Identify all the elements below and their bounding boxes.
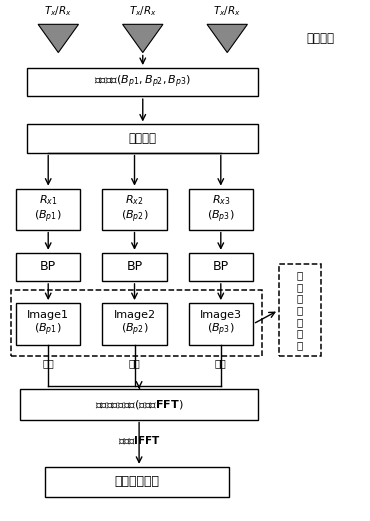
Bar: [279, 264, 321, 356]
Text: $R_{x3}$
$(B_{p3})$: $R_{x3}$ $(B_{p3})$: [207, 193, 235, 225]
Text: $T_x/R_x$: $T_x/R_x$: [213, 4, 241, 18]
Polygon shape: [38, 24, 78, 53]
Text: $T_x/R_x$: $T_x/R_x$: [129, 4, 157, 18]
Text: 波数域相干叠加(距离向$\mathbf{FFT}$): 波数域相干叠加(距离向$\mathbf{FFT}$): [95, 398, 183, 411]
Text: 脉冲压缩: 脉冲压缩: [129, 132, 157, 145]
Text: Image2
$(B_{p2})$: Image2 $(B_{p2})$: [114, 310, 155, 338]
Text: Image1
$(B_{p1})$: Image1 $(B_{p1})$: [27, 310, 69, 338]
Polygon shape: [207, 24, 248, 53]
Text: 距离向$\mathbf{IFFT}$: 距离向$\mathbf{IFFT}$: [118, 434, 161, 446]
Text: 频移: 频移: [42, 358, 54, 368]
Text: 接收信号$(B_{p1},B_{p2},B_{p3})$: 接收信号$(B_{p1},B_{p2},B_{p3})$: [94, 74, 191, 90]
Text: 高分辨率图像: 高分辨率图像: [115, 475, 160, 488]
Bar: [102, 253, 166, 281]
Bar: [11, 290, 262, 356]
Bar: [16, 303, 80, 345]
Text: BP: BP: [213, 260, 229, 274]
Bar: [102, 303, 166, 345]
Bar: [189, 253, 253, 281]
Bar: [46, 467, 229, 497]
Text: 低
分
辨
率
子
图
像: 低 分 辨 率 子 图 像: [297, 270, 303, 350]
Text: BP: BP: [127, 260, 142, 274]
Text: 频移: 频移: [215, 358, 226, 368]
Polygon shape: [122, 24, 163, 53]
Bar: [189, 189, 253, 230]
Text: $R_{x1}$
$(B_{p1})$: $R_{x1}$ $(B_{p1})$: [34, 193, 62, 225]
Text: $R_{x2}$
$(B_{p2})$: $R_{x2}$ $(B_{p2})$: [121, 193, 148, 225]
Text: $T_x/R_x$: $T_x/R_x$: [44, 4, 72, 18]
Text: Image3
$(B_{p3})$: Image3 $(B_{p3})$: [200, 310, 242, 338]
Bar: [27, 125, 258, 153]
Text: 频移: 频移: [128, 358, 140, 368]
Text: BP: BP: [40, 260, 56, 274]
Bar: [16, 189, 80, 230]
Text: 收发天线: 收发天线: [307, 32, 335, 45]
Bar: [102, 189, 166, 230]
Bar: [27, 68, 258, 96]
Bar: [16, 253, 80, 281]
Bar: [189, 303, 253, 345]
Bar: [20, 389, 258, 419]
